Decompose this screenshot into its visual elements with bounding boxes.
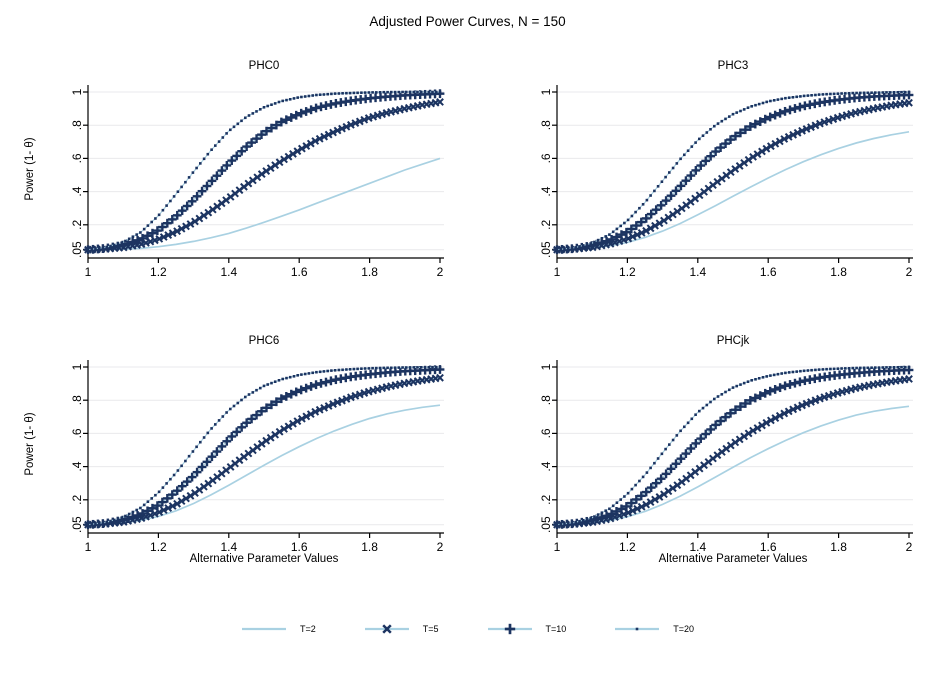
t20-dot-marker-swatch-icon: [615, 627, 660, 631]
panel-title-phc3: PHC3: [717, 60, 749, 72]
svg-text:1.4: 1.4: [689, 265, 706, 279]
legend-entry-t10: T=10: [487, 622, 567, 636]
panel-phc0: PHC0 .05 .2 .4 .6 .8 1 1 1.2 1.4 1.6 1.8 2 Power (1…: [0, 52, 468, 327]
svg-text:1.6: 1.6: [760, 540, 777, 554]
panel-title-phcjk: PHCjk: [716, 335, 750, 347]
svg-text:.05: .05: [70, 516, 84, 533]
svg-text:1.2: 1.2: [150, 540, 167, 554]
svg-text:1: 1: [539, 363, 553, 370]
t5-x-marker-swatch-icon: [364, 624, 409, 634]
svg-text:1.2: 1.2: [150, 265, 167, 279]
panel-phc6: PHC6 .05 .2 .4 .6 .8 1 1 1.2 1.4 1.6 1.8 2 Power (1…: [0, 327, 468, 602]
svg-text:1: 1: [554, 540, 561, 554]
y-axis-title: Power (1- θ): [24, 412, 36, 476]
svg-text:.2: .2: [539, 219, 553, 229]
svg-text:1.2: 1.2: [619, 265, 636, 279]
phc3-plot: .05 .2 .4 .6 .8 1 1 1.2 1.4 1.6 1.8 2: [539, 85, 914, 279]
svg-text:.05: .05: [70, 241, 84, 258]
svg-text:1: 1: [85, 540, 92, 554]
figure-title: Adjusted Power Curves, N = 150: [369, 14, 566, 29]
legend-entry-t5: T=5: [364, 622, 439, 636]
svg-text:.6: .6: [539, 153, 553, 163]
svg-text:.8: .8: [70, 395, 84, 405]
svg-text:.2: .2: [539, 494, 553, 504]
panel-title-phc6: PHC6: [248, 335, 280, 347]
phcjk-plot: .05 .2 .4 .6 .8 1 1 1.2 1.4 1.6 1.8 2: [539, 360, 914, 554]
svg-text:.6: .6: [70, 153, 84, 163]
svg-text:.8: .8: [539, 395, 553, 405]
svg-text:1.6: 1.6: [760, 265, 777, 279]
svg-text:.05: .05: [539, 241, 553, 258]
legend-label: T=20: [673, 624, 695, 634]
svg-text:.05: .05: [539, 516, 553, 533]
svg-text:1: 1: [70, 88, 84, 95]
svg-text:1.6: 1.6: [291, 540, 308, 554]
svg-text:.6: .6: [539, 428, 553, 438]
legend-label: T=2: [299, 624, 316, 634]
svg-text:1: 1: [85, 265, 92, 279]
svg-text:1: 1: [70, 363, 84, 370]
svg-text:2: 2: [437, 265, 444, 279]
svg-text:2: 2: [437, 540, 444, 554]
phc6-plot: .05 .2 .4 .6 .8 1 1 1.2 1.4 1.6 1.8 2: [70, 360, 445, 554]
x-axis-title: Alternative Parameter Values: [189, 553, 339, 565]
svg-text:1.8: 1.8: [830, 265, 847, 279]
svg-text:.2: .2: [70, 494, 84, 504]
t10-plus-marker-swatch-icon: [487, 623, 532, 635]
svg-text:.4: .4: [539, 461, 553, 471]
panel-phc3: PHC3 .05 .2 .4 .6 .8 1 1 1.2 1.4 1.6 1.8 2: [467, 52, 935, 327]
svg-text:1: 1: [539, 88, 553, 95]
svg-text:1.8: 1.8: [830, 540, 847, 554]
svg-text:1.6: 1.6: [291, 265, 308, 279]
legend-label: T=5: [422, 624, 439, 634]
svg-text:2: 2: [906, 540, 913, 554]
y-axis-title: Power (1- θ): [24, 137, 36, 201]
svg-text:1.8: 1.8: [361, 265, 378, 279]
legend: T=2 T=5 T=10 T=20: [0, 622, 935, 636]
t2-line-swatch-icon: [241, 627, 286, 631]
x-axis-title: Alternative Parameter Values: [658, 553, 808, 565]
panel-title-phc0: PHC0: [248, 60, 280, 72]
svg-text:.2: .2: [70, 219, 84, 229]
legend-entry-t2: T=2: [241, 622, 316, 636]
panel-phcjk: PHCjk .05 .2 .4 .6 .8 1 1 1.2 1.4 1.6 1.8 2 Alterna…: [467, 327, 935, 602]
svg-text:1.2: 1.2: [619, 540, 636, 554]
phc0-plot: .05 .2 .4 .6 .8 1 1 1.2 1.4 1.6 1.8 2: [70, 85, 445, 279]
svg-text:1.4: 1.4: [220, 265, 237, 279]
svg-text:1: 1: [554, 265, 561, 279]
legend-label: T=10: [545, 624, 567, 634]
svg-text:2: 2: [906, 265, 913, 279]
svg-text:.8: .8: [70, 120, 84, 130]
legend-entry-t20: T=20: [614, 622, 694, 636]
svg-text:.4: .4: [539, 186, 553, 196]
svg-text:1.4: 1.4: [689, 540, 706, 554]
svg-text:.6: .6: [70, 428, 84, 438]
svg-text:1.4: 1.4: [220, 540, 237, 554]
svg-text:.8: .8: [539, 120, 553, 130]
svg-text:.4: .4: [70, 186, 84, 196]
svg-text:1.8: 1.8: [361, 540, 378, 554]
svg-text:.4: .4: [70, 461, 84, 471]
